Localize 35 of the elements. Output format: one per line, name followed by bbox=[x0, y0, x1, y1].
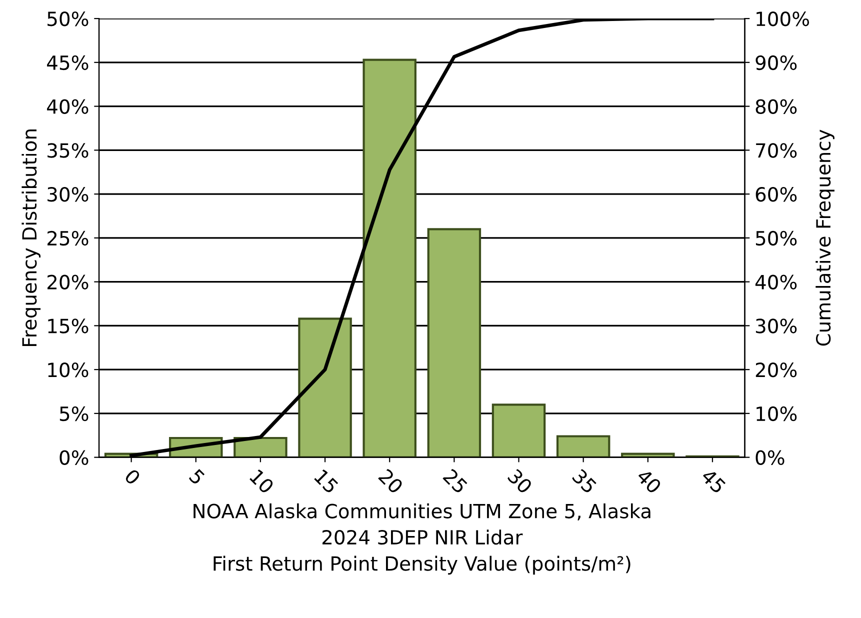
y2-tick-label: 70% bbox=[756, 143, 797, 158]
y-tick-label: 30% bbox=[48, 187, 88, 202]
x-tick-label: 15 bbox=[314, 468, 339, 494]
y-tick-label: 40% bbox=[47, 99, 88, 114]
x-tick-label: 10 bbox=[249, 468, 275, 494]
y-tick-label: 50% bbox=[48, 11, 88, 26]
y2-tick-label: 40% bbox=[755, 274, 797, 290]
y2-tick-label: 100% bbox=[756, 11, 810, 26]
y-tick-label: 35% bbox=[48, 143, 88, 158]
y-tick-label: 0% bbox=[60, 450, 88, 465]
x-tick-label: 40 bbox=[636, 468, 662, 494]
x-axis-title: NOAA Alaska Communities UTM Zone 5, Alaska 2024 3DEP NIR Lidar First Return Point Density Value (points/m²) bbox=[194, 503, 650, 575]
x-tick-label: 20 bbox=[378, 468, 404, 494]
y2-tick-label: 20% bbox=[756, 362, 797, 378]
y-tick-label: 45% bbox=[47, 55, 88, 70]
y2-tick-label: 30% bbox=[756, 318, 797, 334]
y-tick-label: 15% bbox=[48, 318, 88, 334]
y-tick-label: 10% bbox=[48, 362, 88, 378]
y-tick-label: 25% bbox=[48, 230, 88, 246]
y-tick-label: 20% bbox=[48, 274, 88, 290]
x-tick-label: 45 bbox=[700, 468, 726, 494]
y2-tick-label: 50% bbox=[756, 230, 797, 246]
y2-tick-label: 60% bbox=[756, 187, 797, 202]
x-tick-label: 25 bbox=[442, 468, 468, 494]
y2-tick-label: 10% bbox=[756, 406, 797, 422]
x-tick-label: 5 bbox=[188, 468, 206, 486]
y-tick-label: 5% bbox=[60, 406, 88, 422]
x-tick-label: 30 bbox=[507, 468, 533, 494]
y2-tick-label: 0% bbox=[756, 450, 784, 465]
y2-tick-label: 80% bbox=[756, 99, 797, 114]
y2-axis-title: Cumulative Frequency bbox=[816, 130, 834, 346]
y2-tick-label: 90% bbox=[756, 55, 797, 70]
y-axis-title: Frequency Distribution bbox=[22, 130, 41, 346]
x-tick-label: 0 bbox=[124, 468, 142, 486]
x-tick-label: 35 bbox=[572, 468, 598, 494]
